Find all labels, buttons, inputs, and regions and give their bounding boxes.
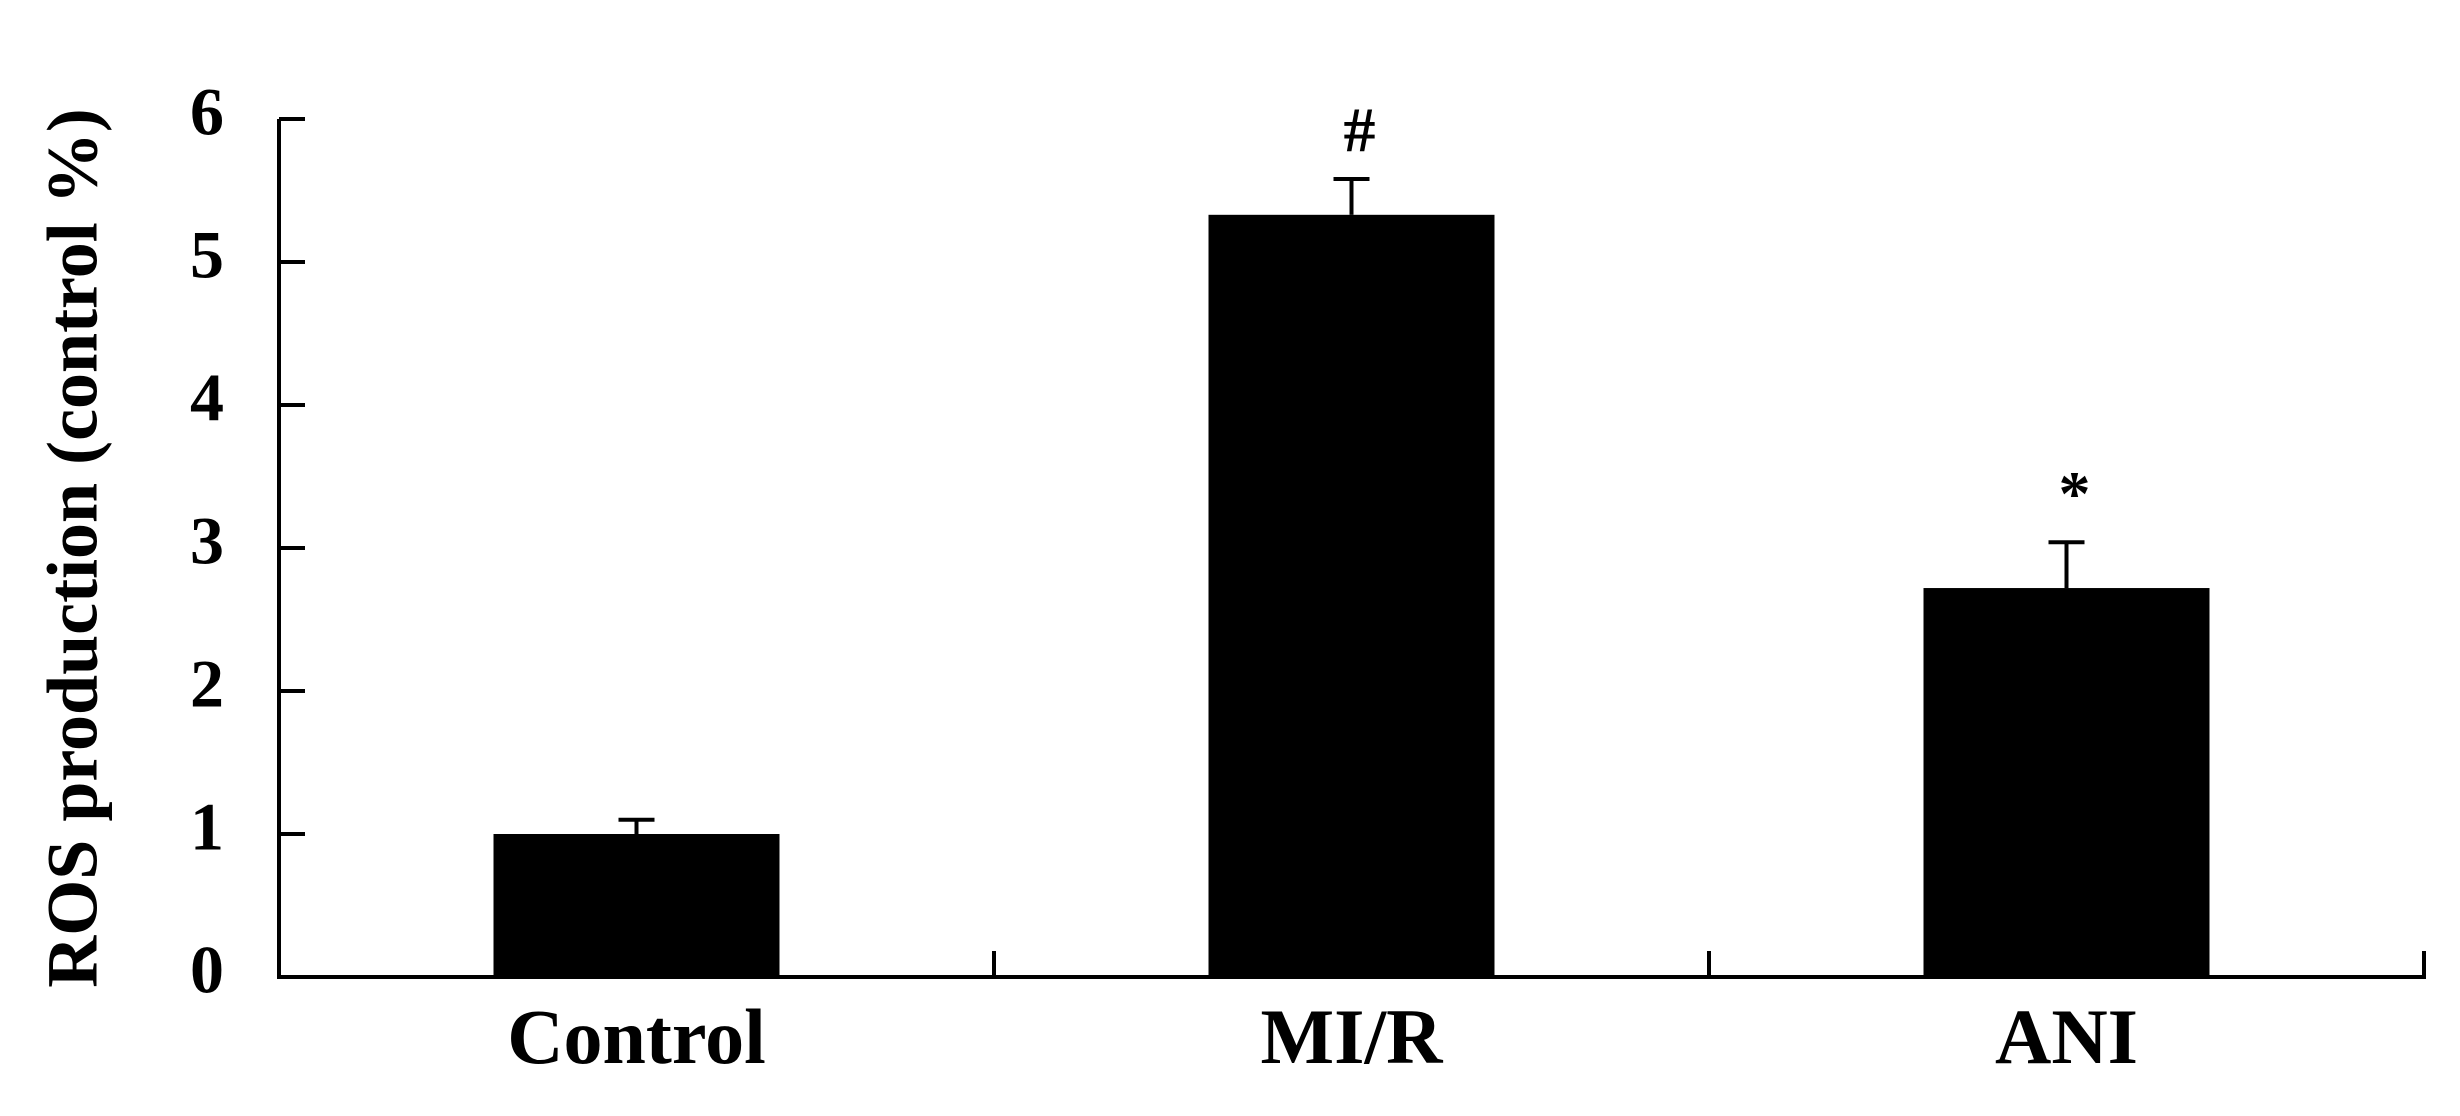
y-tick-label: 1 xyxy=(190,789,224,865)
y-tick-label: 5 xyxy=(190,217,224,293)
significance-mark: * xyxy=(2059,458,2091,529)
x-tick-label: Control xyxy=(507,993,766,1080)
bar xyxy=(493,834,780,977)
y-tick-label: 6 xyxy=(190,74,224,150)
x-tick-label: MI/R xyxy=(1261,993,1445,1080)
bar xyxy=(1208,214,1495,977)
x-tick-label: ANI xyxy=(1995,993,2138,1080)
y-tick-label: 4 xyxy=(190,360,224,436)
y-tick-label: 2 xyxy=(190,646,224,722)
y-axis-label: ROS production (control %) xyxy=(33,108,113,987)
y-tick-label: 0 xyxy=(190,932,224,1008)
bar xyxy=(1923,588,2210,977)
y-tick-label: 3 xyxy=(190,503,224,579)
significance-mark: # xyxy=(1344,95,1376,166)
